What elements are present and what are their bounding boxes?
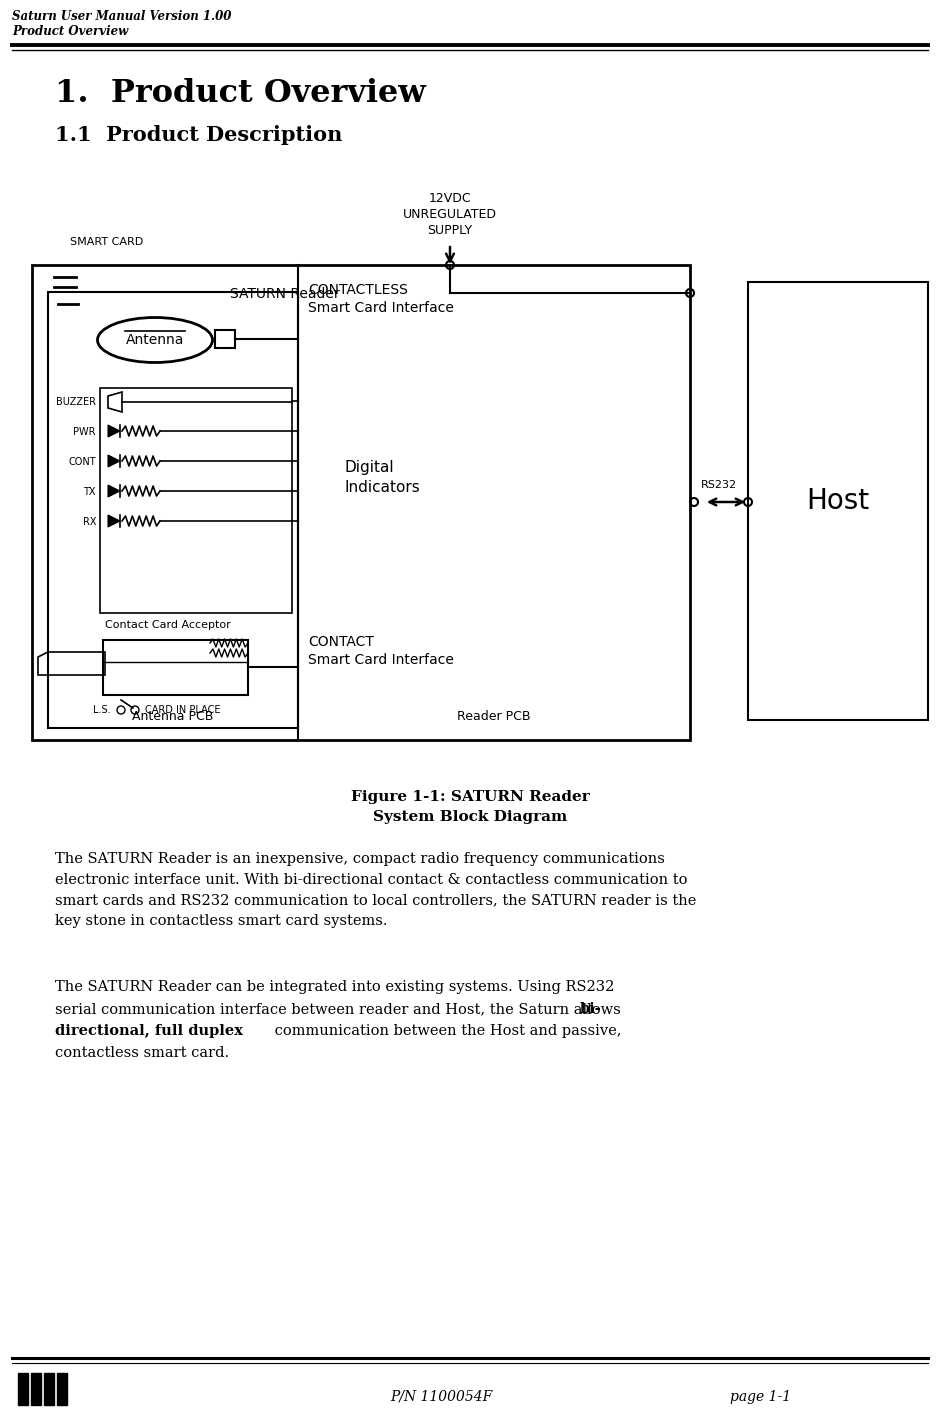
Text: System Block Diagram: System Block Diagram — [373, 809, 567, 823]
Bar — [215, 330, 235, 348]
Text: serial communication interface between reader and Host, the Saturn allows: serial communication interface between r… — [55, 1003, 625, 1017]
Bar — [48, 292, 298, 728]
Text: Smart Card Interface: Smart Card Interface — [308, 653, 454, 667]
Text: Host: Host — [807, 486, 870, 515]
Text: Contact Card Acceptor: Contact Card Acceptor — [105, 620, 230, 630]
Polygon shape — [108, 515, 120, 527]
Polygon shape — [108, 455, 120, 467]
Bar — [57, 1373, 67, 1404]
Text: BUZZER: BUZZER — [56, 398, 96, 407]
Polygon shape — [108, 424, 120, 437]
Polygon shape — [108, 485, 120, 496]
Text: communication between the Host and passive,: communication between the Host and passi… — [270, 1024, 621, 1038]
Text: contactless smart card.: contactless smart card. — [55, 1046, 229, 1060]
Text: L.S.: L.S. — [93, 705, 111, 715]
Text: Saturn User Manual Version 1.00: Saturn User Manual Version 1.00 — [12, 10, 231, 23]
Text: Digital: Digital — [345, 460, 395, 475]
Text: RX: RX — [83, 517, 96, 527]
Bar — [748, 282, 928, 721]
Text: Reader PCB: Reader PCB — [457, 711, 531, 723]
Text: bi-: bi- — [580, 1003, 602, 1017]
Text: SMART CARD: SMART CARD — [70, 237, 143, 247]
Text: 12VDC: 12VDC — [429, 192, 471, 204]
Bar — [31, 1373, 41, 1404]
Text: CONT: CONT — [69, 457, 96, 467]
Text: CONTACTLESS: CONTACTLESS — [308, 283, 408, 298]
Bar — [100, 388, 292, 613]
Text: Antenna PCB: Antenna PCB — [133, 711, 213, 723]
Text: 1.  Product Overview: 1. Product Overview — [55, 78, 426, 109]
Text: The SATURN Reader is an inexpensive, compact radio frequency communications
elec: The SATURN Reader is an inexpensive, com… — [55, 852, 697, 928]
Text: The SATURN Reader can be integrated into existing systems. Using RS232: The SATURN Reader can be integrated into… — [55, 980, 615, 994]
Text: SUPPLY: SUPPLY — [428, 224, 473, 237]
Text: CARD IN PLACE: CARD IN PLACE — [145, 705, 221, 715]
Text: CONTACT: CONTACT — [308, 634, 374, 649]
Text: Product Overview: Product Overview — [12, 25, 128, 38]
Text: 1.1  Product Description: 1.1 Product Description — [55, 125, 342, 145]
Text: P/N 1100054F: P/N 1100054F — [390, 1390, 493, 1404]
Bar — [44, 1373, 54, 1404]
Text: TX: TX — [84, 486, 96, 496]
Text: SATURN Reader: SATURN Reader — [230, 288, 339, 300]
Text: Antenna: Antenna — [126, 333, 184, 347]
Bar — [18, 1373, 28, 1404]
Bar — [103, 640, 248, 695]
Text: Indicators: Indicators — [345, 479, 421, 495]
Text: Figure 1-1: SATURN Reader: Figure 1-1: SATURN Reader — [351, 790, 589, 804]
Text: page 1-1: page 1-1 — [730, 1390, 791, 1404]
Text: Smart Card Interface: Smart Card Interface — [308, 300, 454, 314]
Bar — [32, 265, 690, 740]
Text: UNREGULATED: UNREGULATED — [403, 209, 497, 221]
Text: directional, full duplex: directional, full duplex — [55, 1024, 243, 1038]
Text: RS232: RS232 — [701, 479, 737, 491]
Text: PWR: PWR — [73, 427, 96, 437]
